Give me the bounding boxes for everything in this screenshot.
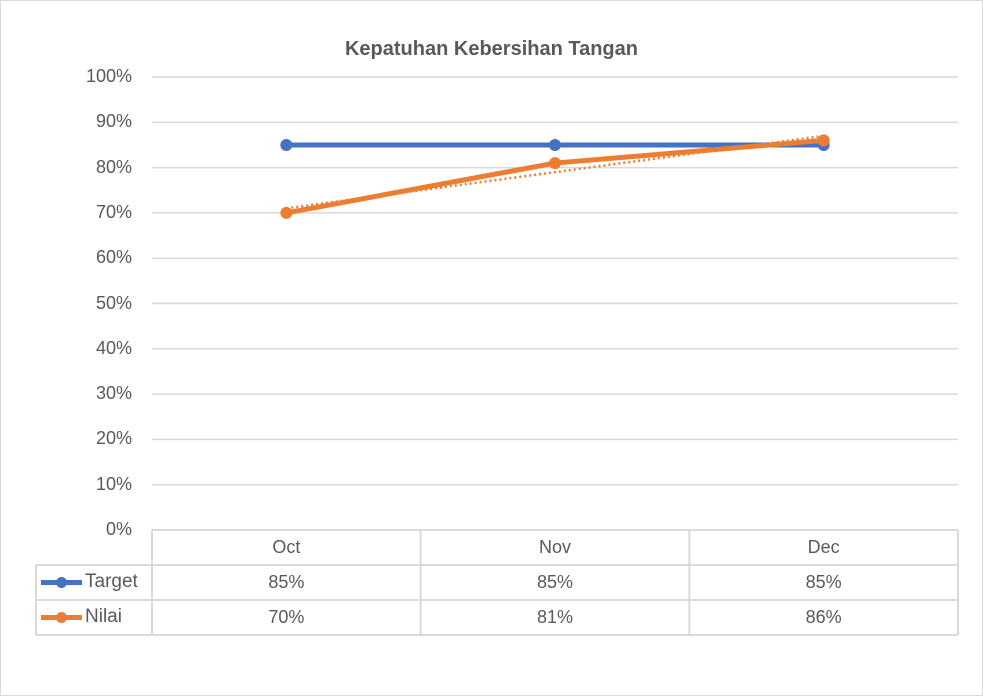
y-tick-label: 100% xyxy=(85,66,132,86)
y-tick-label: 10% xyxy=(95,473,132,494)
data-point xyxy=(549,157,561,170)
data-point xyxy=(280,138,293,151)
table-value-cell: 85% xyxy=(805,572,842,592)
series-line-nilai xyxy=(285,137,824,216)
table-value-cell: 86% xyxy=(805,607,842,627)
y-tick-label: 20% xyxy=(95,428,132,449)
legend-label: Nilai xyxy=(85,606,122,627)
data-point xyxy=(280,206,293,219)
y-tick-label: 70% xyxy=(95,201,132,222)
y-tick-label: 50% xyxy=(95,292,132,313)
y-tick-label: 60% xyxy=(95,247,132,268)
table-value-cell: 85% xyxy=(536,572,573,592)
table-value-cell: 70% xyxy=(268,607,305,627)
table-value-cell: 81% xyxy=(536,607,573,627)
y-tick-label: 30% xyxy=(95,383,132,404)
y-tick-label: 40% xyxy=(95,337,132,358)
y-tick-label: 90% xyxy=(95,111,132,132)
legend-label: Target xyxy=(85,571,138,592)
chart-title: Kepatuhan Kebersihan Tangan xyxy=(344,38,638,60)
y-tick-label: 0% xyxy=(105,519,132,539)
table-value-cell: 85% xyxy=(268,572,305,592)
data-point xyxy=(549,138,561,151)
table-header-cell: Oct xyxy=(272,537,301,557)
y-tick-label: 80% xyxy=(95,156,132,177)
legend-marker xyxy=(56,612,67,623)
legend-marker xyxy=(56,577,67,588)
table-header-cell: Nov xyxy=(538,537,571,557)
data-point xyxy=(817,134,830,147)
table-header-cell: Dec xyxy=(807,537,840,557)
